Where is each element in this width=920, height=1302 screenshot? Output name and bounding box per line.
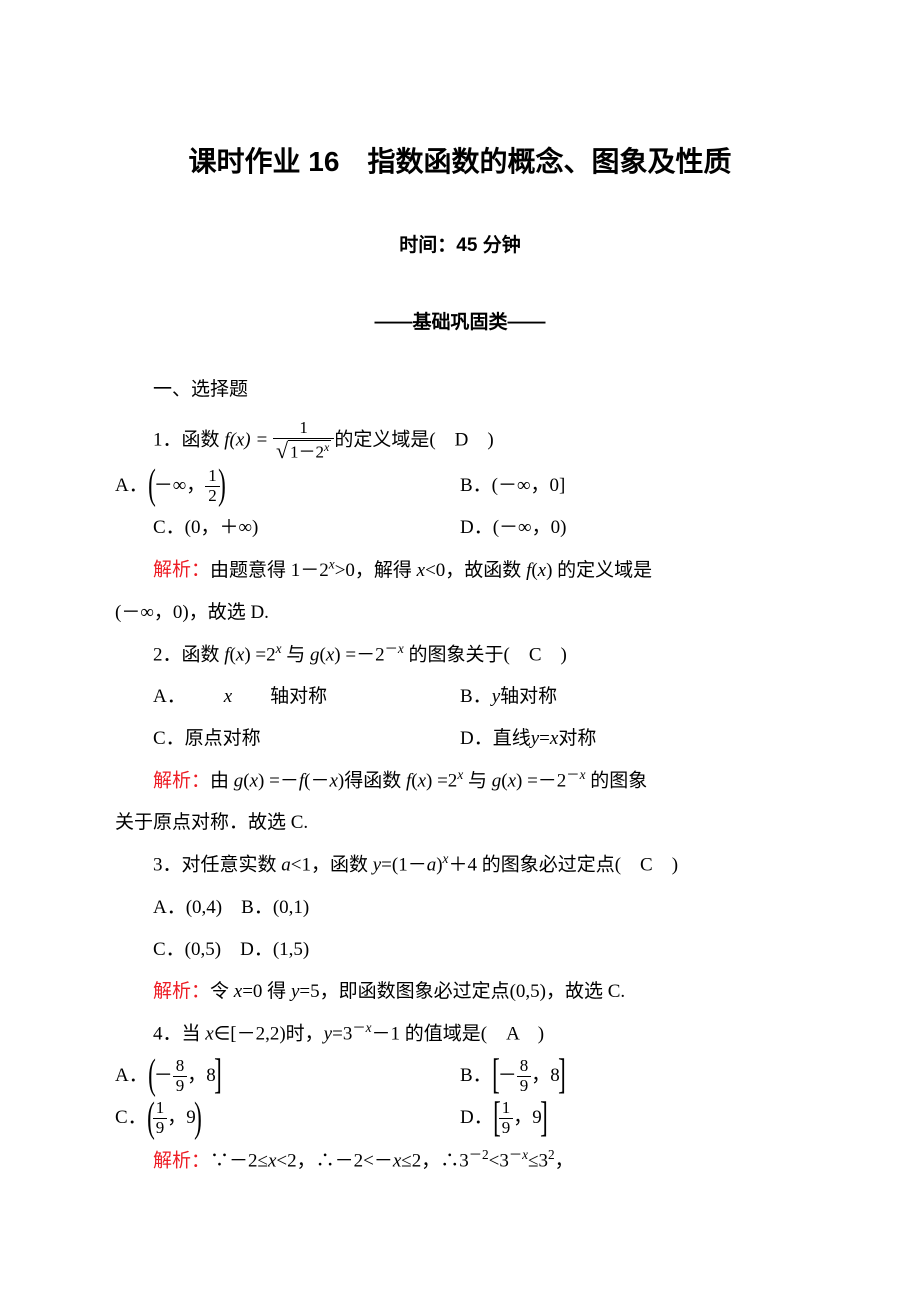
left-paren-icon: ( [148,1057,156,1095]
q4-optA-frac: 8 9 [173,1057,188,1095]
q1-expl-cont: (－∞，0)，故选 D. [115,594,805,632]
q4-row-cd: C． ( 1 9 ，9 ) D． [ 1 9 ，9 ] [115,1099,805,1137]
q4-optB-mid: ，8 [531,1057,560,1095]
explanation-label: 解析： [153,1150,210,1171]
q4-optA-mid: ，8 [187,1057,216,1095]
q1-frac-den: √1－2x [273,439,334,463]
q2-stem: 2．函数 f(x) =2x 与 g(x) =－2－x 的图象关于( C ) [115,636,805,674]
q4-stem: 4．当 x∈[－2,2)时，y=3－x－1 的值域是( A ) [115,1015,805,1053]
q1-stem: 1．函数 f(x) = 1 √1－2x 的定义域是( D ) [115,419,805,463]
q4-optD-den: 9 [499,1119,514,1138]
q1-fx: f(x) = [224,429,268,450]
right-paren-icon: ) [218,467,226,505]
time-limit: 时间：45 分钟 [115,230,805,257]
left-paren-icon: ( [148,467,156,505]
q4-optC-frac: 1 9 [153,1099,168,1137]
q4-explanation: 解析：∵－2≤x<2，∴－2<－x≤2，∴3－2<3－x≤32， [115,1142,805,1180]
q4-optC-num: 1 [153,1099,168,1119]
q1-prefix: 1．函数 [153,429,224,450]
q3-optD: D．(1,5) [240,939,309,960]
right-bracket-icon: ] [540,1100,548,1138]
choice-heading: 一、选择题 [115,374,805,401]
q4-optC-label: C． [115,1099,147,1137]
q1-optB: B．(－∞，0] [460,467,805,505]
q4-optD-frac: 1 9 [499,1099,514,1137]
q4-optC-den: 9 [153,1119,168,1138]
q1-sqrt-body: 1－2 [290,442,324,461]
q2-row-cd: C．原点对称 D．直线 y=x 对称 [115,720,805,758]
q1-suffix: 的定义域是( D ) [334,429,493,450]
q4-optA-label: A． [115,1057,148,1095]
q4-optB-pre: － [498,1057,517,1095]
right-bracket-icon: ] [214,1057,222,1095]
q2-explanation: 解析：由 g(x) =－f(－x)得函数 f(x) =2x 与 g(x) =－2… [115,762,805,800]
q4-optD-num: 1 [499,1099,514,1119]
q3-optC: C．(0,5) [153,939,221,960]
q1-optC: C．(0，＋∞) [115,509,460,547]
q4-optB-num: 8 [517,1057,532,1077]
q2-expl-cont: 关于原点对称．故选 C. [115,804,805,842]
q1-row-cd: C．(0，＋∞) D．(－∞，0) [115,509,805,547]
q3-optA: A．(0,4) [153,897,222,918]
q4-optD: D． [ 1 9 ，9 ] [460,1099,805,1137]
q4-optC: C． ( 1 9 ，9 ) [115,1099,460,1137]
q4-optA-num: 8 [173,1057,188,1077]
left-bracket-icon: [ [492,1057,500,1095]
q1-explanation: 解析：由题意得 1－2x>0，解得 x<0，故函数 f(x) 的定义域是 [115,551,805,589]
q2-row-ab: A．x 轴对称 B．y 轴对称 [115,678,805,716]
page-title: 课时作业 16 指数函数的概念、图象及性质 [115,140,805,180]
section-header: ——基础巩固类—— [115,307,805,334]
q4-optD-label: D． [460,1099,493,1137]
explanation-label: 解析： [153,981,210,1002]
explanation-label: 解析： [153,770,210,791]
q2-optC: C．原点对称 [115,720,460,758]
q4-optA-den: 9 [173,1077,188,1096]
q3-row-ab: A．(0,4) B．(0,1) [115,889,805,927]
left-paren-icon: ( [147,1100,155,1138]
right-bracket-icon: ] [558,1057,566,1095]
q1-expl-text1: 由题意得 1－2x>0，解得 x<0，故函数 f(x) 的定义域是 [210,560,652,581]
q1-row-ab: A． ( －∞， 1 2 ) B．(－∞，0] [115,467,805,505]
q1-sqrt-exp: x [324,440,329,454]
q2-optA: A．x 轴对称 [115,678,460,716]
q1-frac: 1 √1－2x [273,419,334,463]
q3-row-cd: C．(0,5) D．(1,5) [115,931,805,969]
q4-optA: A． ( － 8 9 ，8 ] [115,1057,460,1095]
q1-frac-num: 1 [273,419,334,439]
left-bracket-icon: [ [493,1100,501,1138]
q4-optB-frac: 8 9 [517,1057,532,1095]
q3-stem: 3．对任意实数 a<1，函数 y=(1－a)x＋4 的图象必过定点( C ) [115,846,805,884]
q4-optC-mid: ，9 [167,1099,196,1137]
q4-optA-pre: － [154,1057,173,1095]
q4-optB-den: 9 [517,1077,532,1096]
explanation-label: 解析： [153,560,210,581]
q4-optB: B． [ － 8 9 ，8 ] [460,1057,805,1095]
q3-explanation: 解析：令 x=0 得 y=5，即函数图象必过定点(0,5)，故选 C. [115,973,805,1011]
q2-optD: D．直线 y=x 对称 [460,720,805,758]
q1-optA-label: A． [115,467,148,505]
q4-row-ab: A． ( － 8 9 ，8 ] B． [ － 8 9 ，8 ] [115,1057,805,1095]
q1-optD: D．(－∞，0) [460,509,805,547]
q3-optB: B．(0,1) [241,897,309,918]
q4-optD-mid: ，9 [513,1099,542,1137]
q2-optB: B．y 轴对称 [460,678,805,716]
q4-optB-label: B． [460,1057,492,1095]
q1-optA-pre: －∞， [154,467,206,505]
q1-optA: A． ( －∞， 1 2 ) [115,467,460,505]
right-paren-icon: ) [194,1100,202,1138]
